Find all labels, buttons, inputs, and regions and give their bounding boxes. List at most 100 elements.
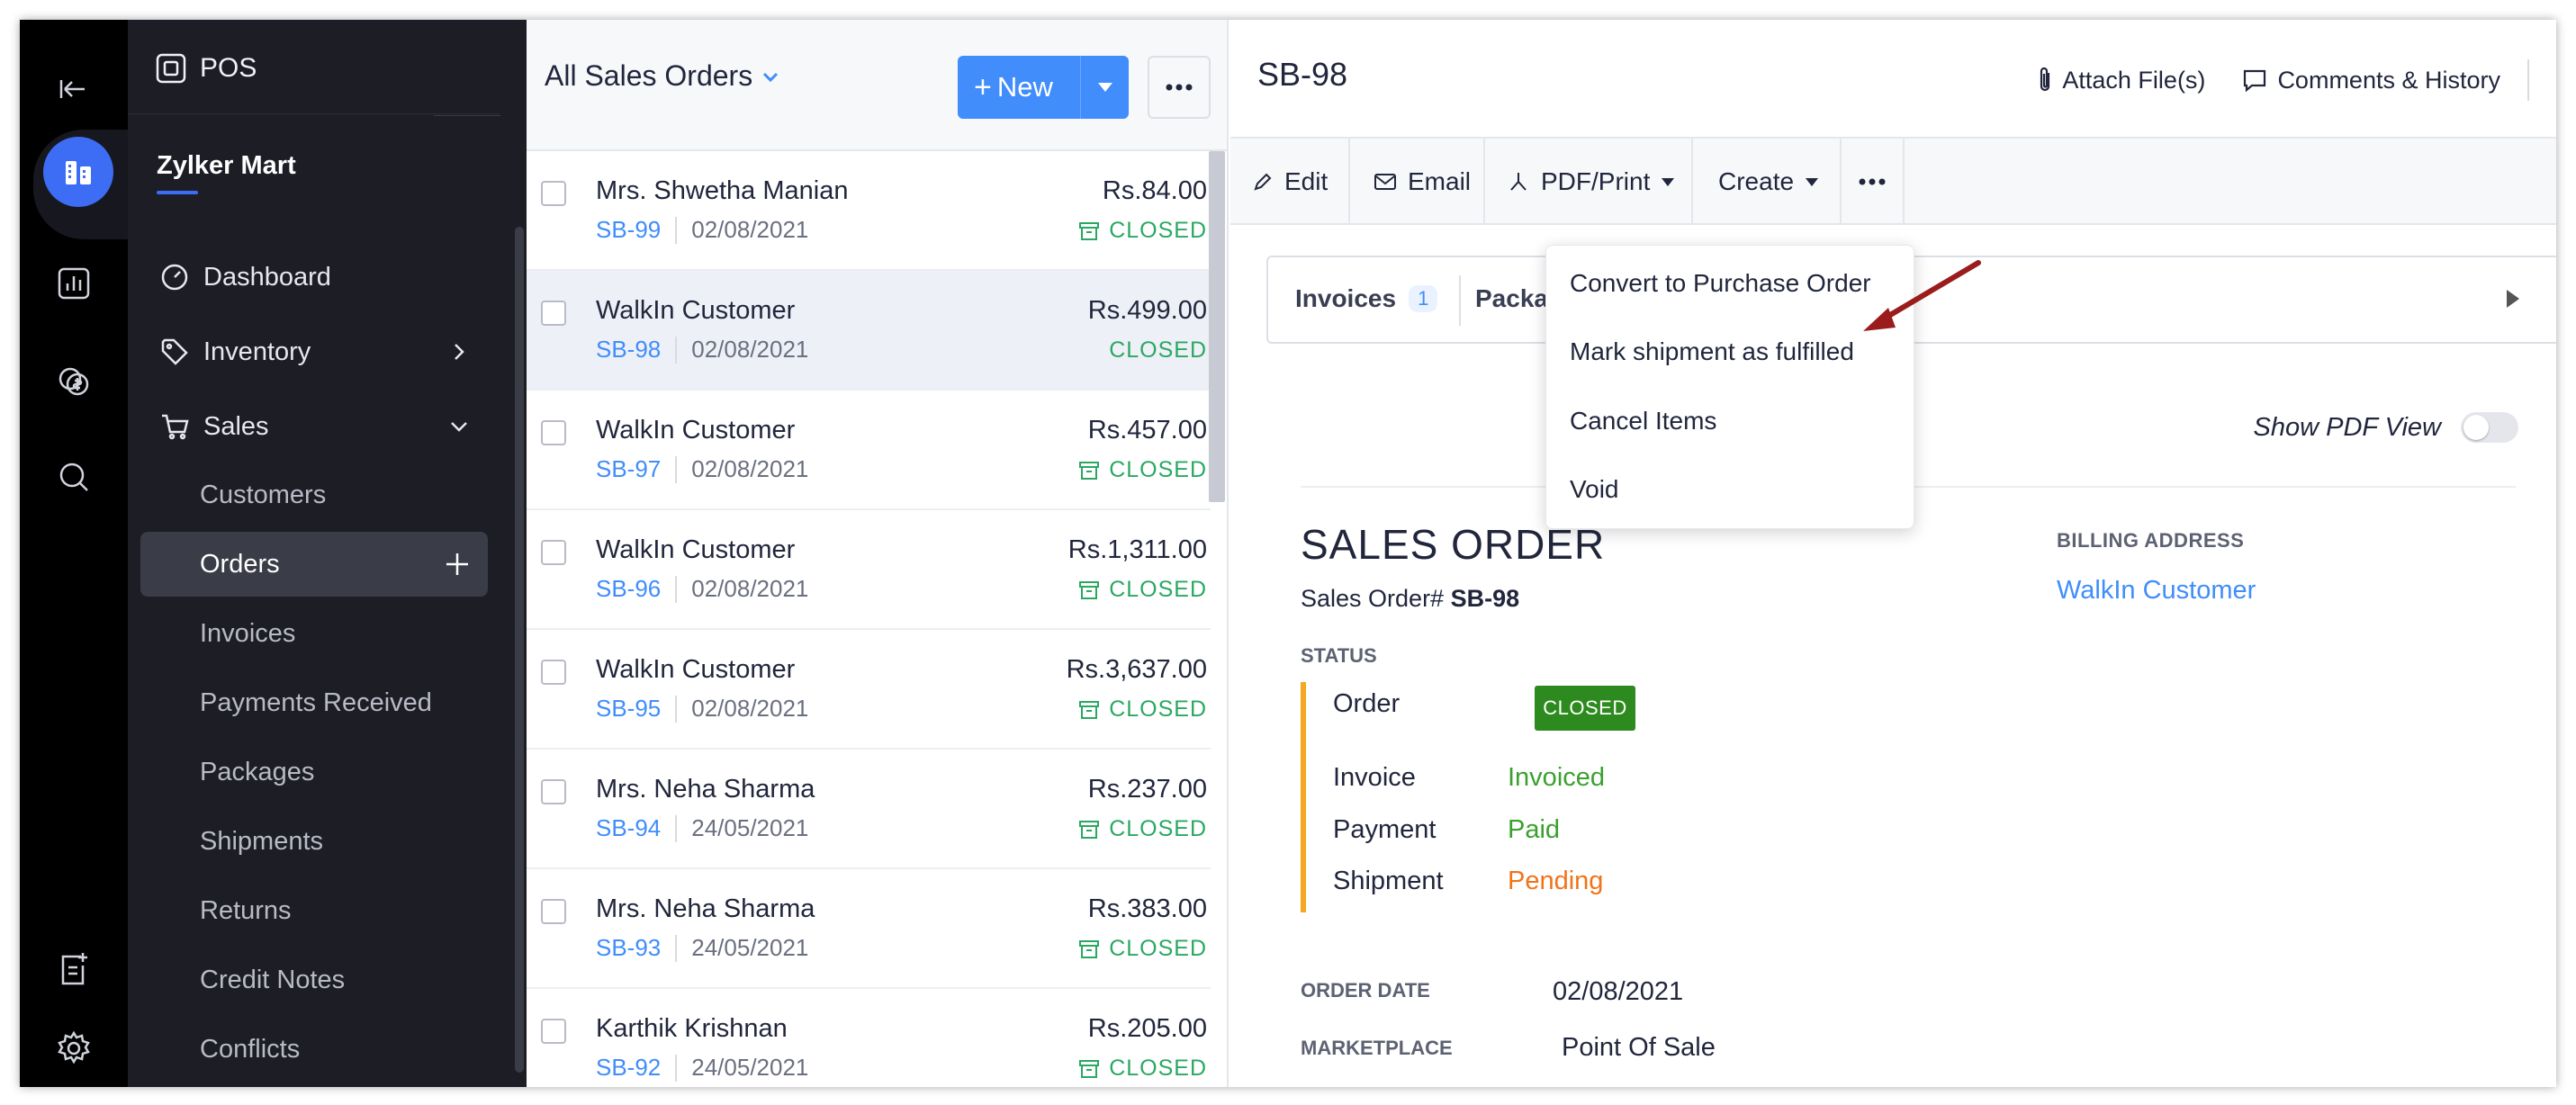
billing-customer-link[interactable]: WalkIn Customer bbox=[2057, 576, 2256, 605]
order-number-link[interactable]: SB-95 bbox=[596, 695, 662, 722]
comments-history-button[interactable]: Comments & History bbox=[2241, 67, 2500, 94]
order-meta: SB-93 24/05/2021 bbox=[596, 934, 808, 962]
more-horizontal-icon bbox=[1166, 84, 1193, 91]
order-date: 24/05/2021 bbox=[691, 934, 809, 961]
toggle-switch[interactable] bbox=[2461, 412, 2518, 443]
list-item[interactable]: WalkIn Customer SB-97 02/08/2021 Rs.457.00 C… bbox=[527, 391, 1211, 510]
pdf-print-label: PDF/Print bbox=[1541, 167, 1651, 195]
sidebar-scrollbar[interactable] bbox=[515, 227, 524, 1073]
sidebar-item-orders[interactable]: Orders bbox=[140, 532, 488, 597]
list-scrollbar[interactable] bbox=[1209, 151, 1225, 502]
list-item[interactable]: Mrs. Shwetha Manian SB-99 02/08/2021 Rs.84.… bbox=[527, 151, 1211, 271]
new-dropdown-toggle[interactable] bbox=[1081, 81, 1129, 94]
list-item[interactable]: Mrs. Neha Sharma SB-94 24/05/2021 Rs.237.00… bbox=[527, 750, 1211, 869]
order-date: 02/08/2021 bbox=[691, 455, 809, 482]
buildings-icon[interactable] bbox=[43, 137, 113, 207]
attach-files-button[interactable]: Attach File(s) bbox=[2037, 66, 2205, 94]
sidebar-item-sales[interactable]: Sales bbox=[140, 394, 488, 459]
chart-icon[interactable] bbox=[20, 243, 128, 324]
plus-icon[interactable] bbox=[441, 548, 473, 580]
divider bbox=[675, 216, 678, 244]
order-number-link[interactable]: SB-98 bbox=[596, 336, 662, 363]
order-amount: Rs.3,637.00 bbox=[1066, 655, 1207, 684]
comment-icon bbox=[2244, 69, 2266, 93]
sidebar-item-credit-notes[interactable]: Credit Notes bbox=[200, 965, 346, 994]
count-badge: 1 bbox=[1409, 285, 1438, 312]
dashboard-icon bbox=[157, 259, 193, 295]
edit-button[interactable]: Edit bbox=[1230, 139, 1350, 225]
menu-item-convert-to-purchase-order[interactable]: Convert to Purchase Order bbox=[1570, 269, 1871, 297]
tab-packages[interactable]: Packa bbox=[1475, 284, 1548, 312]
row-checkbox[interactable] bbox=[541, 301, 566, 326]
menu-item-void[interactable]: Void bbox=[1570, 475, 1619, 503]
row-checkbox[interactable] bbox=[541, 181, 566, 206]
sidebar-item-dashboard[interactable]: Dashboard bbox=[140, 245, 488, 310]
order-number-link[interactable]: SB-99 bbox=[596, 216, 662, 243]
sidebar-item-customers[interactable]: Customers bbox=[200, 480, 327, 509]
divider bbox=[128, 113, 499, 114]
menu-item-cancel-items[interactable]: Cancel Items bbox=[1570, 407, 1717, 435]
order-number-link[interactable]: SB-94 bbox=[596, 814, 662, 841]
email-button[interactable]: Email bbox=[1350, 139, 1485, 225]
org-name[interactable]: Zylker Mart bbox=[157, 151, 296, 180]
status-text: CLOSED bbox=[1109, 696, 1207, 722]
order-number-link[interactable]: SB-92 bbox=[596, 1054, 662, 1081]
order-date: 02/08/2021 bbox=[691, 575, 809, 602]
sidebar-item-returns[interactable]: Returns bbox=[200, 895, 292, 925]
sidebar-item-invoices[interactable]: Invoices bbox=[200, 618, 296, 648]
archive-icon bbox=[1079, 221, 1100, 240]
sidebar-item-conflicts[interactable]: Conflicts bbox=[200, 1034, 301, 1064]
status-invoice-label: Invoice bbox=[1333, 763, 1416, 792]
row-checkbox[interactable] bbox=[541, 420, 566, 445]
pdf-print-button[interactable]: PDF/Print bbox=[1485, 139, 1693, 225]
sidebar-item-shipments[interactable]: Shipments bbox=[200, 826, 324, 856]
status-label: STATUS bbox=[1301, 644, 1377, 667]
list-item[interactable]: WalkIn Customer SB-95 02/08/2021 Rs.3,637.0… bbox=[527, 630, 1211, 750]
order-number-link[interactable]: SB-93 bbox=[596, 934, 662, 961]
gear-icon[interactable] bbox=[20, 1008, 128, 1087]
order-meta: SB-94 24/05/2021 bbox=[596, 814, 808, 842]
sidebar-item-label: Dashboard bbox=[203, 262, 331, 292]
archive-icon bbox=[1079, 461, 1100, 480]
row-checkbox[interactable] bbox=[541, 779, 566, 804]
sidebar-item-inventory[interactable]: Inventory bbox=[140, 319, 488, 384]
app-title: POS bbox=[200, 53, 257, 83]
row-checkbox[interactable] bbox=[541, 1019, 566, 1044]
tab-invoices[interactable]: Invoices 1 bbox=[1295, 284, 1438, 313]
status-text: CLOSED bbox=[1109, 1056, 1207, 1081]
list-item[interactable]: WalkIn Customer SB-96 02/08/2021 Rs.1,311.0… bbox=[527, 510, 1211, 630]
more-actions-button[interactable] bbox=[1842, 139, 1905, 225]
new-label: New bbox=[996, 71, 1053, 103]
pdf-view-toggle[interactable]: Show PDF View bbox=[2254, 412, 2518, 443]
detail-header-actions: Attach File(s) Comments & History bbox=[2037, 59, 2529, 101]
order-number-link[interactable]: SB-96 bbox=[596, 575, 662, 602]
sidebar-item-packages[interactable]: Packages bbox=[200, 757, 315, 786]
more-options-button[interactable] bbox=[1148, 56, 1211, 119]
new-button[interactable]: + New bbox=[958, 56, 1129, 119]
customer-name: Mrs. Neha Sharma bbox=[596, 775, 815, 804]
currency-icon[interactable] bbox=[20, 340, 128, 421]
back-arrow-icon[interactable] bbox=[20, 49, 128, 130]
search-icon[interactable] bbox=[20, 436, 128, 517]
menu-item-mark-shipment-fulfilled[interactable]: Mark shipment as fulfilled bbox=[1570, 337, 1854, 365]
order-amount: Rs.457.00 bbox=[1087, 416, 1207, 445]
app-switcher[interactable]: POS bbox=[155, 52, 257, 85]
order-amount: Rs.1,311.00 bbox=[1067, 535, 1207, 564]
create-button[interactable]: Create bbox=[1693, 139, 1842, 225]
list-item[interactable]: Mrs. Neha Sharma SB-93 24/05/2021 Rs.383.00… bbox=[527, 869, 1211, 989]
envelope-icon bbox=[1374, 174, 1396, 190]
row-checkbox[interactable] bbox=[541, 660, 566, 685]
notes-icon[interactable] bbox=[20, 929, 128, 1010]
list-item[interactable]: WalkIn Customer SB-98 02/08/2021 Rs.499.00 C… bbox=[527, 271, 1211, 391]
row-checkbox[interactable] bbox=[541, 899, 566, 924]
divider bbox=[675, 575, 678, 603]
expand-arrow-icon[interactable] bbox=[2507, 290, 2519, 308]
view-selector[interactable]: All Sales Orders bbox=[545, 59, 781, 93]
sidebar-item-label: Inventory bbox=[203, 337, 311, 366]
divider bbox=[1080, 56, 1081, 119]
list-header: All Sales Orders + New bbox=[527, 20, 1227, 151]
order-number-link[interactable]: SB-97 bbox=[596, 455, 662, 482]
row-checkbox[interactable] bbox=[541, 540, 566, 565]
sidebar-item-payments-received[interactable]: Payments Received bbox=[200, 687, 432, 717]
list-item[interactable]: Karthik Krishnan SB-92 24/05/2021 Rs.205.00… bbox=[527, 989, 1211, 1087]
